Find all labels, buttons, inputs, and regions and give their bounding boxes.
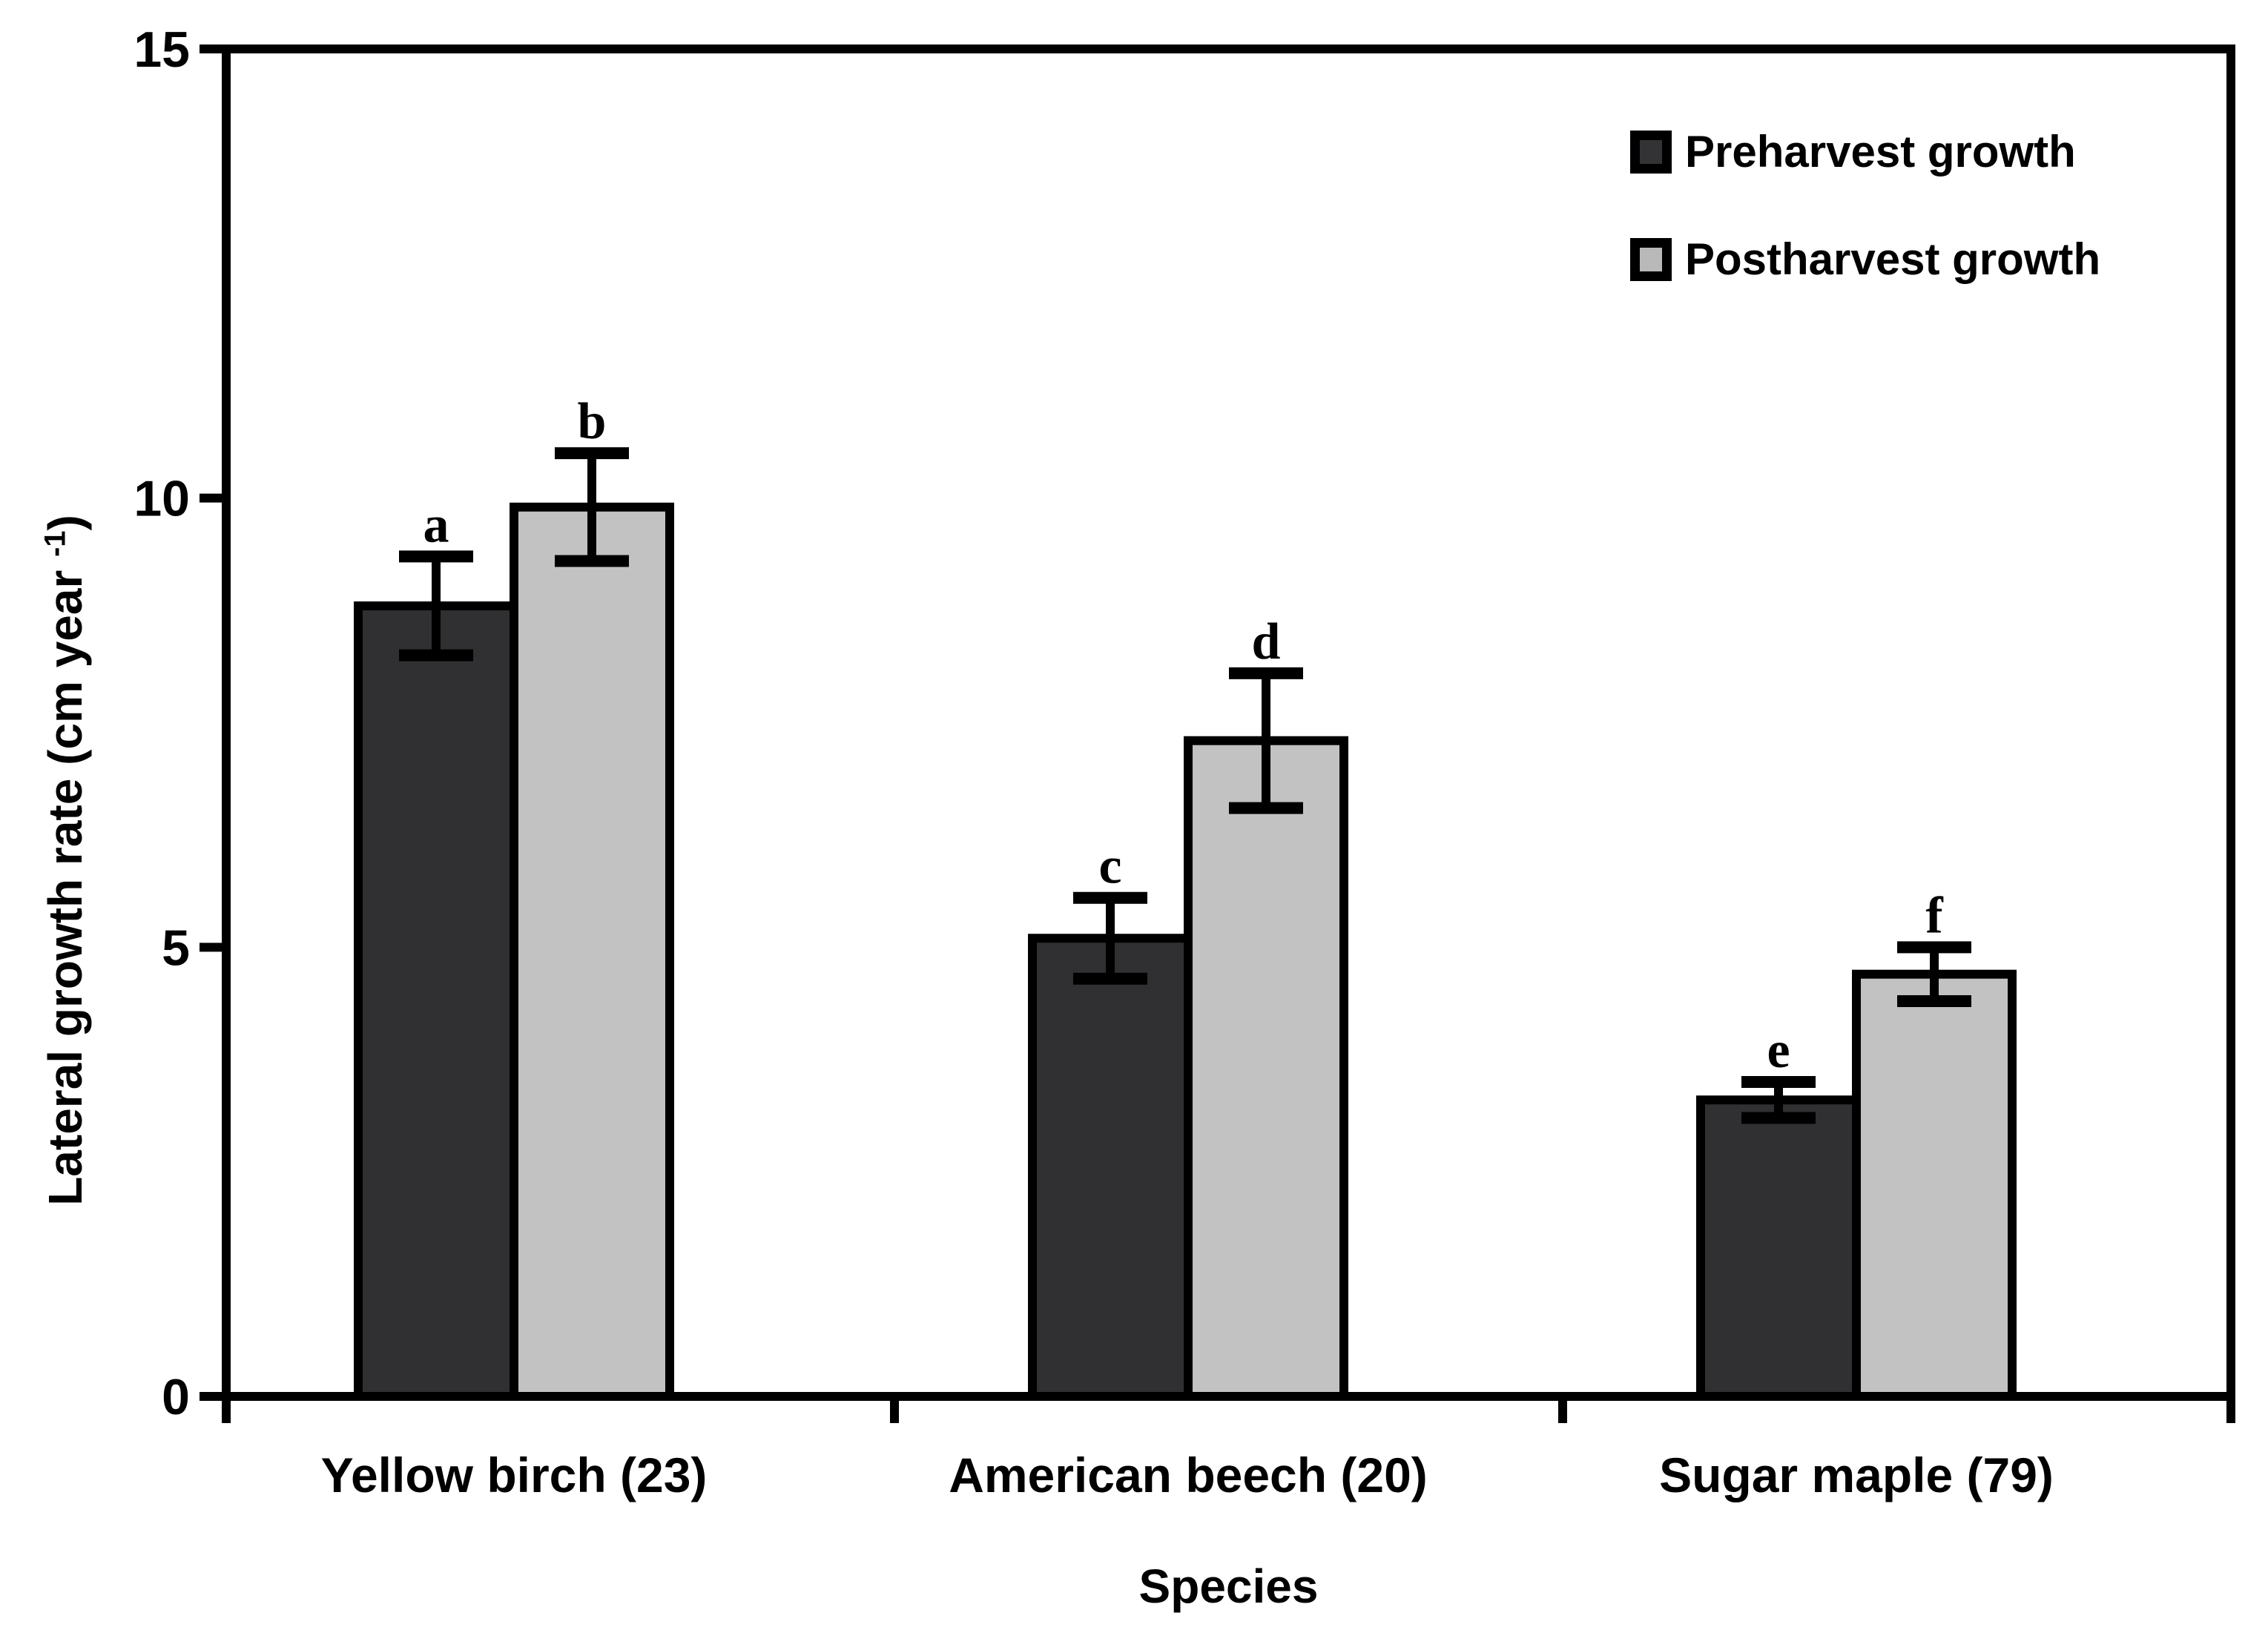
significance-letter: b — [578, 393, 607, 450]
bar-postharvest-2 — [1852, 969, 2017, 1401]
legend-label-preharvest: Preharvest growth — [1685, 127, 2076, 176]
bar-postharvest-0 — [510, 502, 674, 1401]
y-tick-label: 10 — [133, 471, 190, 527]
y-tick-label: 15 — [133, 22, 190, 78]
significance-letter: f — [1925, 887, 1943, 944]
axis-ticks — [200, 44, 2235, 1423]
y-tick-label: 5 — [162, 920, 190, 976]
bar-postharvest-1 — [1184, 736, 1348, 1401]
y-axis-title-text: Lateral growth rate (cm year — [39, 556, 92, 1206]
significance-letter: d — [1252, 613, 1281, 670]
legend-swatch-postharvest-icon — [1630, 238, 1672, 281]
significance-letters: a b c d e f — [423, 393, 1944, 1079]
x-tick-label: American beech (20) — [949, 1448, 1428, 1502]
bar-preharvest-2 — [1696, 1095, 1861, 1401]
y-axis-title: Lateral growth rate (cm year -1) — [38, 515, 93, 1206]
x-axis-title: Species — [1138, 1560, 1319, 1613]
significance-letter: e — [1767, 1022, 1790, 1079]
significance-letter: a — [423, 496, 449, 553]
error-bars — [399, 447, 1971, 1124]
y-tick-label: 0 — [162, 1369, 190, 1425]
y-axis-title-close: ) — [39, 515, 92, 531]
bars — [354, 502, 2017, 1402]
legend-item-postharvest: Postharvest growth — [1630, 234, 2101, 284]
bar-preharvest-1 — [1028, 934, 1193, 1401]
significance-letter: c — [1098, 838, 1121, 895]
x-tick-label: Sugar maple (79) — [1659, 1448, 2054, 1502]
legend-item-preharvest: Preharvest growth — [1630, 127, 2076, 176]
bar-preharvest-0 — [354, 601, 518, 1402]
legend-label-postharvest: Postharvest growth — [1685, 234, 2101, 284]
y-axis-title-superscript: -1 — [39, 530, 72, 557]
x-tick-label: Yellow birch (23) — [321, 1448, 708, 1502]
legend-swatch-preharvest-icon — [1630, 131, 1672, 174]
axis-tick-labels: 0 5 10 15 Yellow birch (23) American beech (2… — [133, 22, 2054, 1502]
